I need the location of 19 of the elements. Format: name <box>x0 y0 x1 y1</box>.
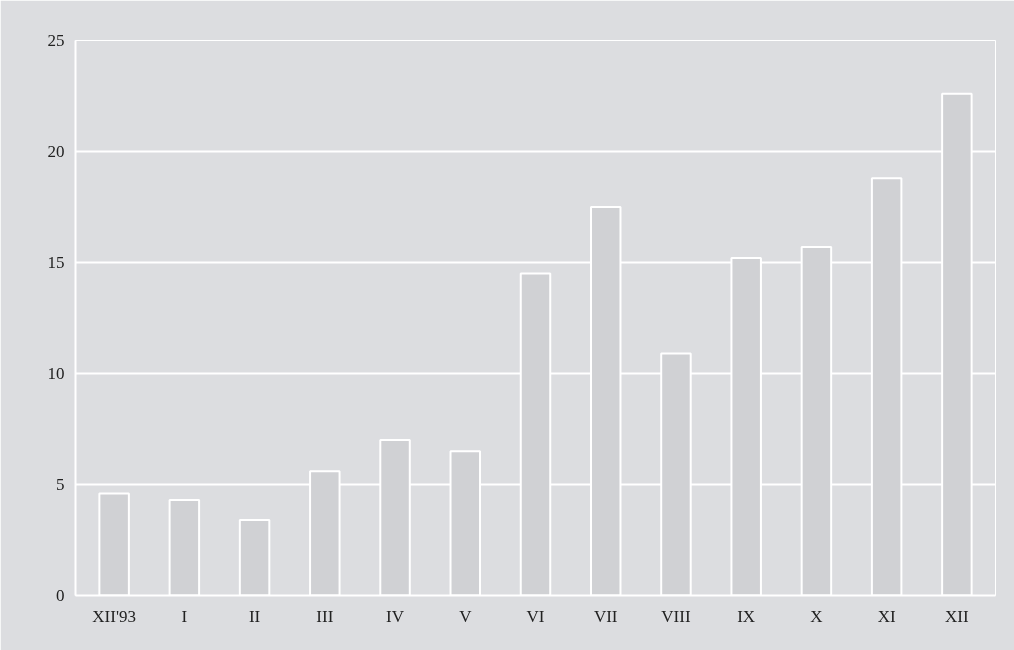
x-tick-label: I <box>181 606 188 626</box>
x-tick-label: VI <box>526 606 545 626</box>
x-tick-label: IV <box>386 606 405 626</box>
y-tick-label: 0 <box>56 586 65 605</box>
y-tick-label: 20 <box>47 142 65 161</box>
x-tick-label: XI <box>877 606 896 626</box>
x-tick-label: II <box>248 606 261 626</box>
x-tick-label: XII'93 <box>92 606 136 626</box>
x-tick-label: X <box>810 606 823 626</box>
y-tick-label: 15 <box>47 253 65 272</box>
y-tick-label: 5 <box>56 475 65 494</box>
y-tick-label: 10 <box>47 364 65 383</box>
x-tick-label: III <box>316 606 334 626</box>
x-tick-label: V <box>459 606 473 626</box>
x-tick-label: IX <box>737 606 756 626</box>
x-tick-label: VII <box>593 606 618 626</box>
x-tick-label: VIII <box>661 606 691 626</box>
x-tick-label: XII <box>945 606 970 626</box>
y-tick-label: 25 <box>47 31 65 50</box>
